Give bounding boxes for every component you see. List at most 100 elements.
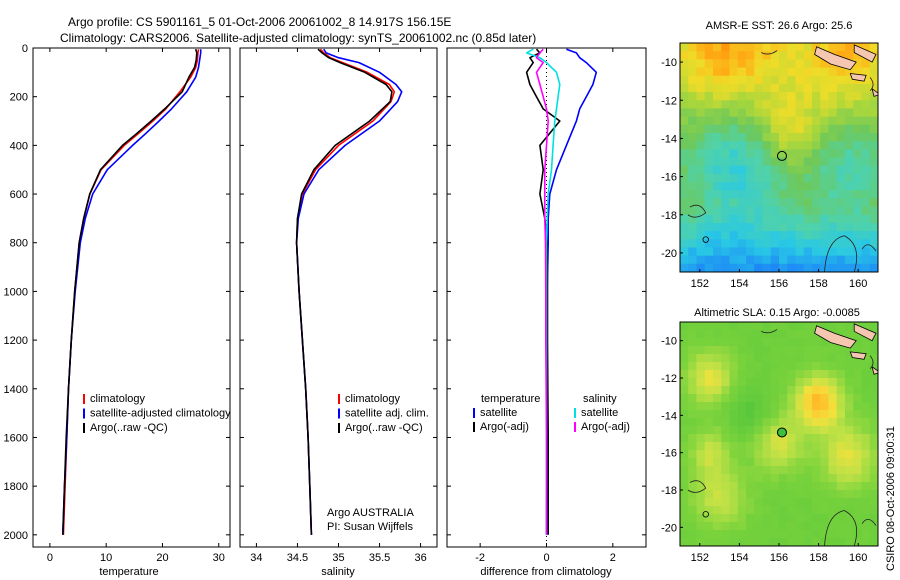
map-cell (754, 263, 764, 272)
map-cell (737, 450, 747, 459)
map-cell (787, 132, 797, 142)
map-cell (762, 354, 772, 363)
map-cell (721, 522, 731, 531)
map-cell (812, 522, 821, 531)
map-cell (828, 43, 838, 52)
map-cell (779, 482, 788, 491)
map-cell (680, 362, 689, 371)
map-cell (836, 43, 846, 52)
map-cell (737, 51, 747, 60)
x-tick-label: 0 (543, 552, 549, 564)
map-cell (828, 530, 838, 539)
map-cell (845, 346, 854, 355)
map-cell (787, 59, 797, 69)
salinity-ticks: 34 34.5 35 35.5 36 (240, 47, 437, 564)
map-cell (779, 402, 788, 411)
map-cell (754, 378, 764, 387)
y-tick-label: -10 (661, 57, 677, 69)
map-cell (754, 149, 764, 159)
map-cell (828, 173, 838, 183)
map-cell (713, 157, 722, 167)
map-cell (688, 514, 698, 523)
map-cell (787, 490, 797, 499)
map-cell (762, 346, 772, 355)
map-cell (770, 214, 780, 224)
map-cell (746, 378, 755, 387)
map-cell (795, 458, 805, 467)
map-cell (779, 165, 788, 175)
map-cell (754, 190, 764, 199)
map-cell (787, 247, 797, 257)
map-cell (779, 67, 788, 77)
map-cell (845, 370, 854, 379)
map-cell (836, 198, 846, 208)
map-cell (853, 386, 863, 395)
map-cell (836, 100, 846, 110)
map-cell (680, 75, 689, 85)
map-cell (828, 108, 838, 118)
map-cell (861, 434, 871, 443)
map-cell (853, 83, 863, 93)
map-cell (828, 190, 838, 199)
map-cell (845, 255, 854, 265)
map-cell (795, 442, 805, 451)
map-cell (713, 83, 722, 93)
map-cell (704, 141, 714, 150)
map-cell (820, 231, 830, 240)
map-cell (820, 434, 830, 443)
map-cell (836, 458, 846, 467)
map-cell (737, 190, 747, 199)
map-cell (779, 108, 788, 118)
sst-map-panel: AMSR-E SST: 26.6 Argo: 25.6 152 154 156 158… (661, 20, 879, 290)
map-cell (680, 522, 689, 531)
map-cell (869, 43, 878, 52)
map-cell (861, 402, 871, 411)
map-cell (869, 466, 878, 475)
map-cell (737, 67, 747, 77)
map-cell (836, 522, 846, 531)
y-tick-label: 1000 (4, 286, 28, 298)
map-cell (688, 498, 698, 507)
map-cell (770, 157, 780, 167)
map-cell (696, 59, 706, 69)
map-cell (696, 450, 706, 459)
map-cell (853, 346, 863, 355)
map-cell (820, 498, 830, 507)
x-tick-label: 154 (730, 278, 748, 290)
map-cell (803, 426, 813, 435)
map-cell (754, 330, 764, 339)
map-cell (779, 255, 788, 265)
map-cell (803, 474, 813, 483)
map-cell (754, 514, 764, 523)
map-cell (680, 474, 689, 483)
map-cell (861, 124, 871, 134)
map-cell (746, 247, 755, 257)
map-cell (696, 482, 706, 491)
map-cell (754, 182, 764, 191)
map-cell (704, 322, 714, 331)
map-cell (729, 346, 739, 355)
map-cell (704, 132, 714, 142)
map-cell (770, 263, 780, 272)
map-cell (828, 482, 838, 491)
map-cell (836, 386, 846, 395)
map-cell (721, 402, 731, 411)
map-cell (713, 247, 722, 257)
reef-contour (869, 77, 874, 91)
map-cell (845, 43, 854, 52)
map-cell (770, 322, 780, 331)
map-cell (812, 247, 821, 257)
map-cell (845, 116, 854, 126)
map-cell (869, 190, 878, 199)
map-cell (713, 538, 722, 546)
map-cell (696, 182, 706, 191)
map-cell (721, 116, 731, 126)
map-cell (853, 255, 863, 265)
map-cell (812, 402, 821, 411)
map-cell (737, 402, 747, 411)
y-tick-label: -10 (661, 336, 677, 348)
credit-line1: Argo AUSTRALIA (327, 507, 414, 519)
map-cell (704, 514, 714, 523)
map-cell (721, 338, 731, 347)
map-cell (680, 100, 689, 110)
